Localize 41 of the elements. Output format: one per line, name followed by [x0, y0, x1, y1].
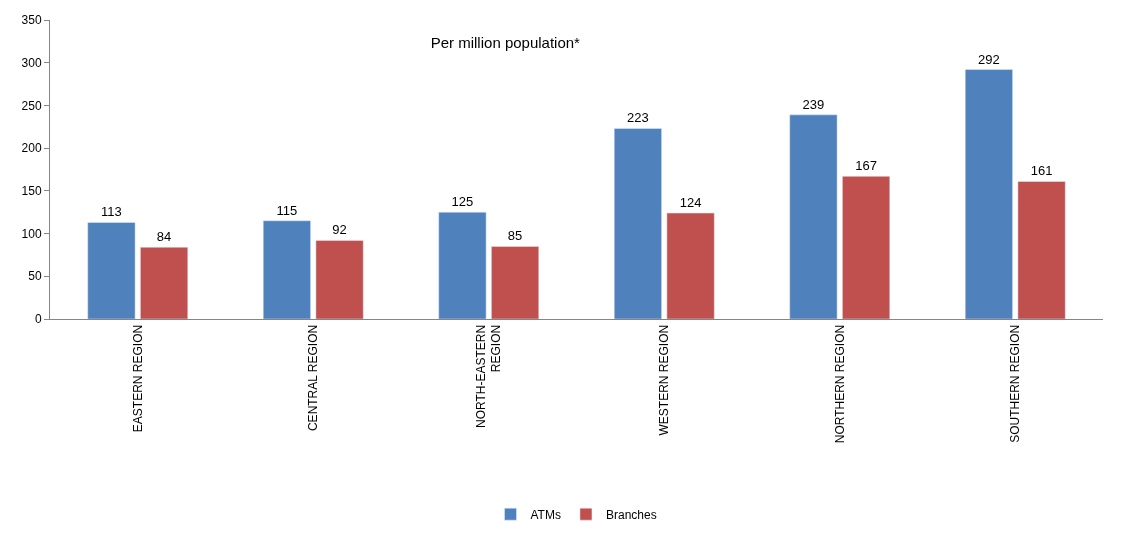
legend-label: ATMs: [530, 507, 561, 522]
bar: [87, 222, 136, 319]
y-tick-label: 350: [21, 13, 42, 28]
bar: [262, 220, 311, 319]
x-tick-label: NORTHERN REGION: [832, 324, 847, 444]
data-label: 124: [679, 195, 702, 211]
y-tick-label: 200: [21, 141, 42, 156]
x-tick-label: SOUTHERN REGION: [1008, 324, 1023, 443]
data-label: 113: [101, 204, 122, 220]
bar: [315, 240, 364, 319]
data-label: 125: [451, 194, 474, 210]
bar: [789, 114, 838, 319]
bar: [964, 69, 1013, 319]
data-label: 161: [1030, 163, 1053, 179]
data-label: 84: [156, 229, 172, 245]
bar: [613, 128, 662, 319]
bar: [140, 246, 189, 319]
data-label: 167: [855, 158, 877, 174]
y-tick-label: 50: [28, 269, 42, 284]
data-label: 292: [978, 51, 1000, 67]
data-label: 239: [802, 96, 825, 112]
x-tick-label: CENTRAL REGION: [306, 324, 321, 432]
y-tick-label: 0: [34, 312, 42, 327]
bar: [491, 246, 540, 319]
bar: [438, 211, 487, 319]
y-tick-label: 150: [21, 184, 42, 199]
x-tick-label: NORTH-EASTERN REGION: [473, 324, 504, 428]
bar: [666, 212, 715, 319]
data-label: 115: [276, 202, 298, 218]
x-tick-label: EASTERN REGION: [130, 324, 145, 433]
data-label: 85: [507, 228, 523, 244]
bar: [842, 176, 891, 319]
legend-label: Branches: [605, 507, 657, 522]
y-tick-label: 300: [21, 55, 42, 70]
y-tick-label: 100: [21, 226, 42, 241]
bar: [1017, 181, 1066, 319]
data-label: 223: [627, 110, 649, 126]
text: Per million population*: [430, 33, 581, 51]
y-tick-label: 250: [21, 98, 42, 113]
x-tick-label: WESTERN REGION: [657, 324, 672, 436]
data-label: 92: [332, 222, 347, 238]
